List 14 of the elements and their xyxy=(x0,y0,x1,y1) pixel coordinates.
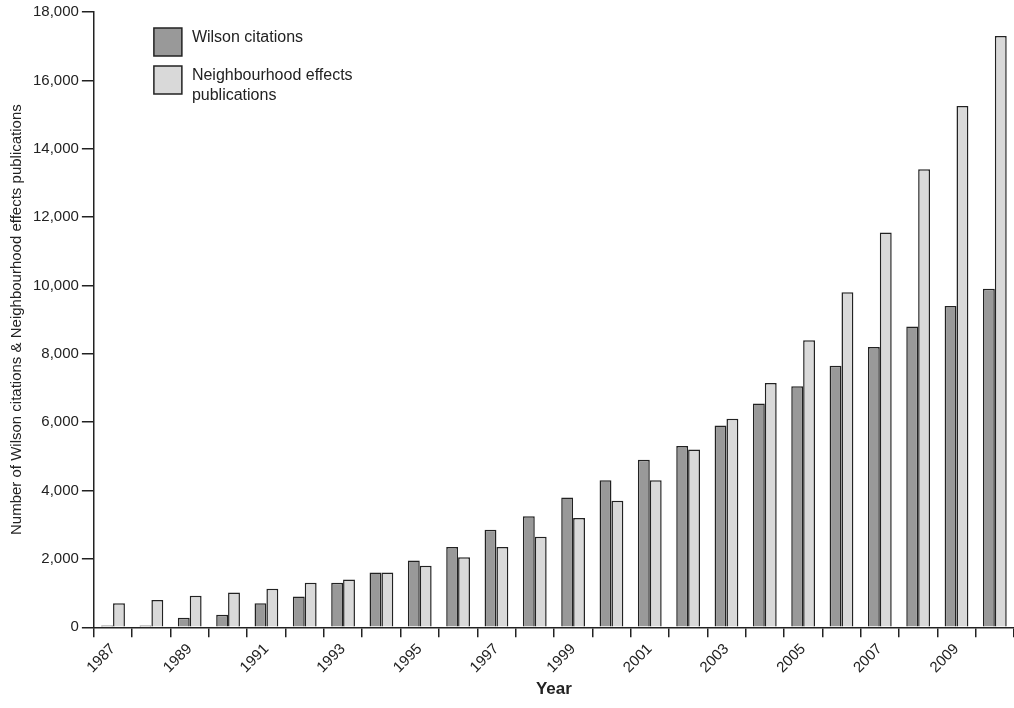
y-tick-label: 14,000 xyxy=(32,138,79,156)
legend-label: Wilson citations xyxy=(191,28,304,46)
y-tick-label: 2,000 xyxy=(41,549,79,567)
y-tick-label: 18,000 xyxy=(32,2,79,20)
y-tick-label: 8,000 xyxy=(41,343,79,361)
x-axis-title: Year xyxy=(535,679,573,699)
y-tick-label: 16,000 xyxy=(32,70,79,88)
y-tick-label: 4,000 xyxy=(41,480,79,498)
legend-label: Neighbourhood effects publications xyxy=(191,66,353,104)
y-tick-label: 12,000 xyxy=(32,207,79,225)
y-tick-label: 10,000 xyxy=(32,275,79,293)
y-tick-label: 6,000 xyxy=(41,412,79,430)
y-axis-title: Number of Wilson citations & Neighbourhood effects publications xyxy=(7,104,25,536)
y-tick-label: 0 xyxy=(70,617,79,635)
